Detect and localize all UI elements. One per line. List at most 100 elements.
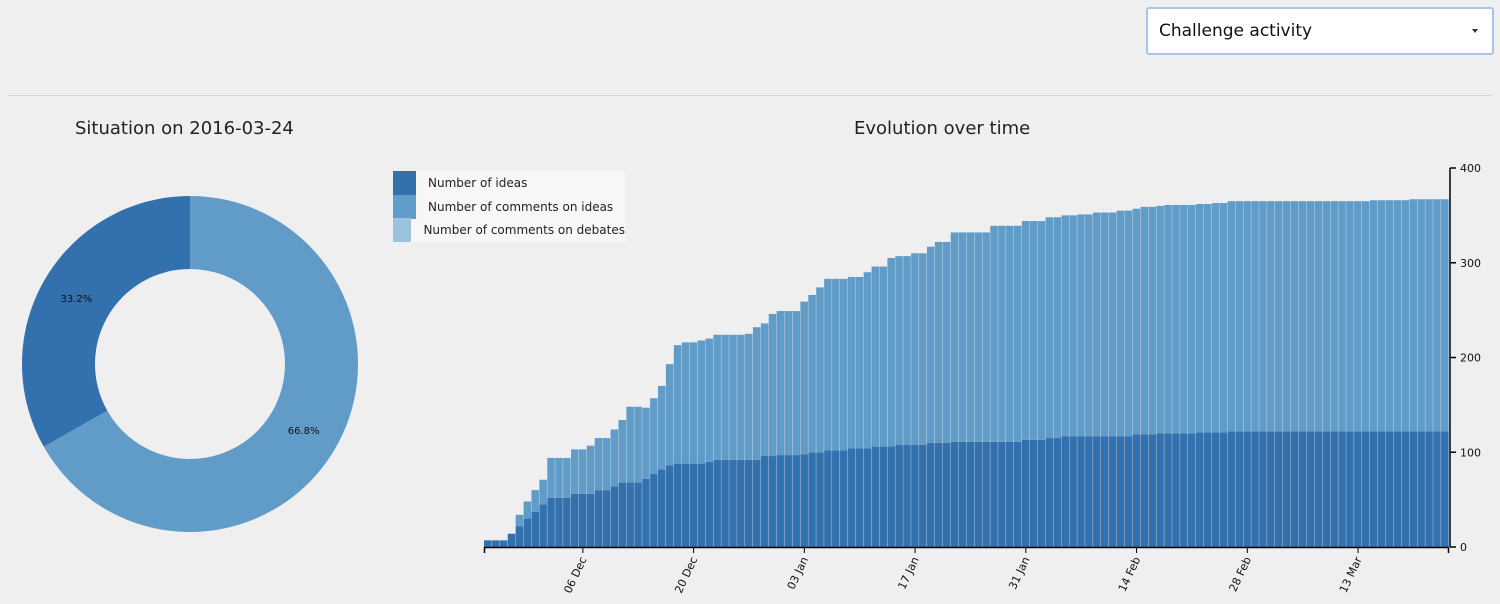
bar-comments-ideas	[760, 323, 769, 457]
bar-ideas	[499, 540, 508, 547]
bar-ideas	[1069, 436, 1077, 547]
bar-ideas	[721, 459, 729, 547]
bar-comments-ideas	[950, 232, 959, 442]
bar-comments-ideas	[871, 266, 880, 447]
bar-comments-ideas	[784, 311, 793, 456]
bar-comments-ideas	[752, 327, 761, 460]
bar-ideas	[531, 511, 540, 547]
bar-ideas	[1361, 431, 1370, 547]
bar-ideas	[658, 469, 666, 547]
bar-ideas	[1021, 439, 1030, 547]
bar-comments-ideas	[1322, 201, 1331, 432]
bar-ideas	[1140, 434, 1149, 547]
bar-ideas	[1385, 431, 1394, 547]
x-tick-label: 14 Feb	[1116, 555, 1143, 594]
bar-ideas	[1401, 431, 1410, 547]
bar-comments-ideas	[1298, 201, 1307, 432]
bar-comments-ideas	[1140, 206, 1149, 435]
bar-ideas	[1180, 433, 1188, 547]
bar-ideas	[1267, 431, 1275, 547]
bar-comments-ideas	[1069, 215, 1077, 437]
bar-comments-ideas	[903, 256, 911, 445]
bar-comments-ideas	[1156, 205, 1164, 434]
bar-ideas	[1156, 433, 1164, 547]
bar-ideas	[1330, 431, 1338, 547]
view-selector-value: Challenge activity	[1159, 21, 1313, 41]
bar-ideas	[1259, 431, 1267, 547]
bar-comments-ideas	[737, 334, 745, 460]
bar-ideas	[950, 441, 959, 547]
bar-comments-ideas	[934, 241, 943, 443]
bar-ideas	[1085, 436, 1093, 547]
bar-comments-ideas	[911, 253, 919, 445]
bar-comments-ideas	[1172, 204, 1180, 434]
bar-ideas	[911, 444, 919, 547]
x-tick-label: 20 Dec	[672, 555, 700, 596]
bar-comments-ideas	[1401, 200, 1410, 432]
bar-ideas	[681, 463, 690, 547]
bar-comments-ideas	[990, 225, 998, 442]
bar-comments-ideas	[1251, 201, 1259, 432]
bar-comments-ideas	[1330, 201, 1338, 432]
bar-comments-ideas	[1274, 201, 1283, 432]
bar-ideas	[689, 463, 698, 547]
bar-ideas	[515, 526, 524, 547]
bar-comments-ideas	[610, 429, 619, 487]
bar-ideas	[768, 456, 777, 547]
bar-ideas	[1409, 431, 1418, 547]
x-tick-label: 28 Feb	[1227, 555, 1254, 594]
bar-ideas	[966, 441, 975, 547]
bar-ideas	[871, 446, 880, 547]
x-tick-label: 17 Jan	[895, 555, 921, 592]
bar-ideas	[792, 455, 801, 547]
bar-comments-ideas	[800, 301, 808, 455]
donut-chart-title: Situation on 2016-03-24	[75, 118, 294, 139]
bar-ideas	[1290, 431, 1299, 547]
bar-comments-ideas	[1021, 221, 1030, 440]
legend-item-comments-ideas: Number of comments on ideas	[393, 195, 625, 219]
bar-comments-ideas	[1148, 206, 1156, 435]
bar-ideas	[737, 459, 745, 547]
bar-ideas	[847, 448, 856, 547]
bar-comments-ideas	[571, 449, 579, 494]
bar-ideas	[602, 490, 611, 547]
bar-ideas	[958, 441, 967, 547]
bar-comments-ideas	[665, 364, 674, 466]
bar-ideas	[990, 441, 998, 547]
bar-ideas	[839, 450, 848, 547]
bar-ideas	[776, 455, 785, 547]
view-selector-dropdown[interactable]: Challenge activity	[1146, 7, 1494, 55]
bar-ideas	[1053, 438, 1062, 547]
bar-comments-ideas	[832, 278, 840, 451]
y-tick-label: 200	[1460, 352, 1481, 365]
bar-comments-ideas	[998, 225, 1006, 442]
bar-ideas	[784, 455, 793, 547]
bar-comments-ideas	[1433, 199, 1441, 432]
donut-slice	[43, 196, 359, 532]
legend-label-comments-debates: Number of comments on debates	[423, 223, 625, 237]
bar-ideas	[523, 518, 532, 547]
bar-ideas	[1013, 441, 1022, 547]
bar-comments-ideas	[634, 406, 642, 483]
bar-ideas	[998, 441, 1006, 547]
bar-ideas	[673, 463, 682, 547]
bar-ideas	[1100, 436, 1109, 547]
bar-ideas	[1282, 431, 1291, 547]
bar-ideas	[1203, 432, 1212, 547]
bar-comments-ideas	[729, 334, 737, 460]
bar-comments-ideas	[1100, 212, 1109, 437]
bar-ideas	[974, 441, 982, 547]
bar-comments-ideas	[863, 272, 872, 449]
bar-ideas	[586, 493, 595, 547]
bar-ideas	[1195, 432, 1204, 547]
legend-item-comments-debates: Number of comments on debates	[393, 218, 625, 242]
bar-comments-ideas	[626, 406, 634, 483]
y-tick-label: 0	[1460, 541, 1467, 554]
bar-ideas	[484, 540, 492, 547]
bar-ideas	[832, 450, 840, 547]
bar-ideas	[942, 442, 951, 547]
bar-comments-ideas	[1259, 201, 1267, 432]
bar-ideas	[1164, 433, 1172, 547]
bar-comments-ideas	[1085, 214, 1093, 437]
bar-ideas	[1441, 431, 1449, 547]
